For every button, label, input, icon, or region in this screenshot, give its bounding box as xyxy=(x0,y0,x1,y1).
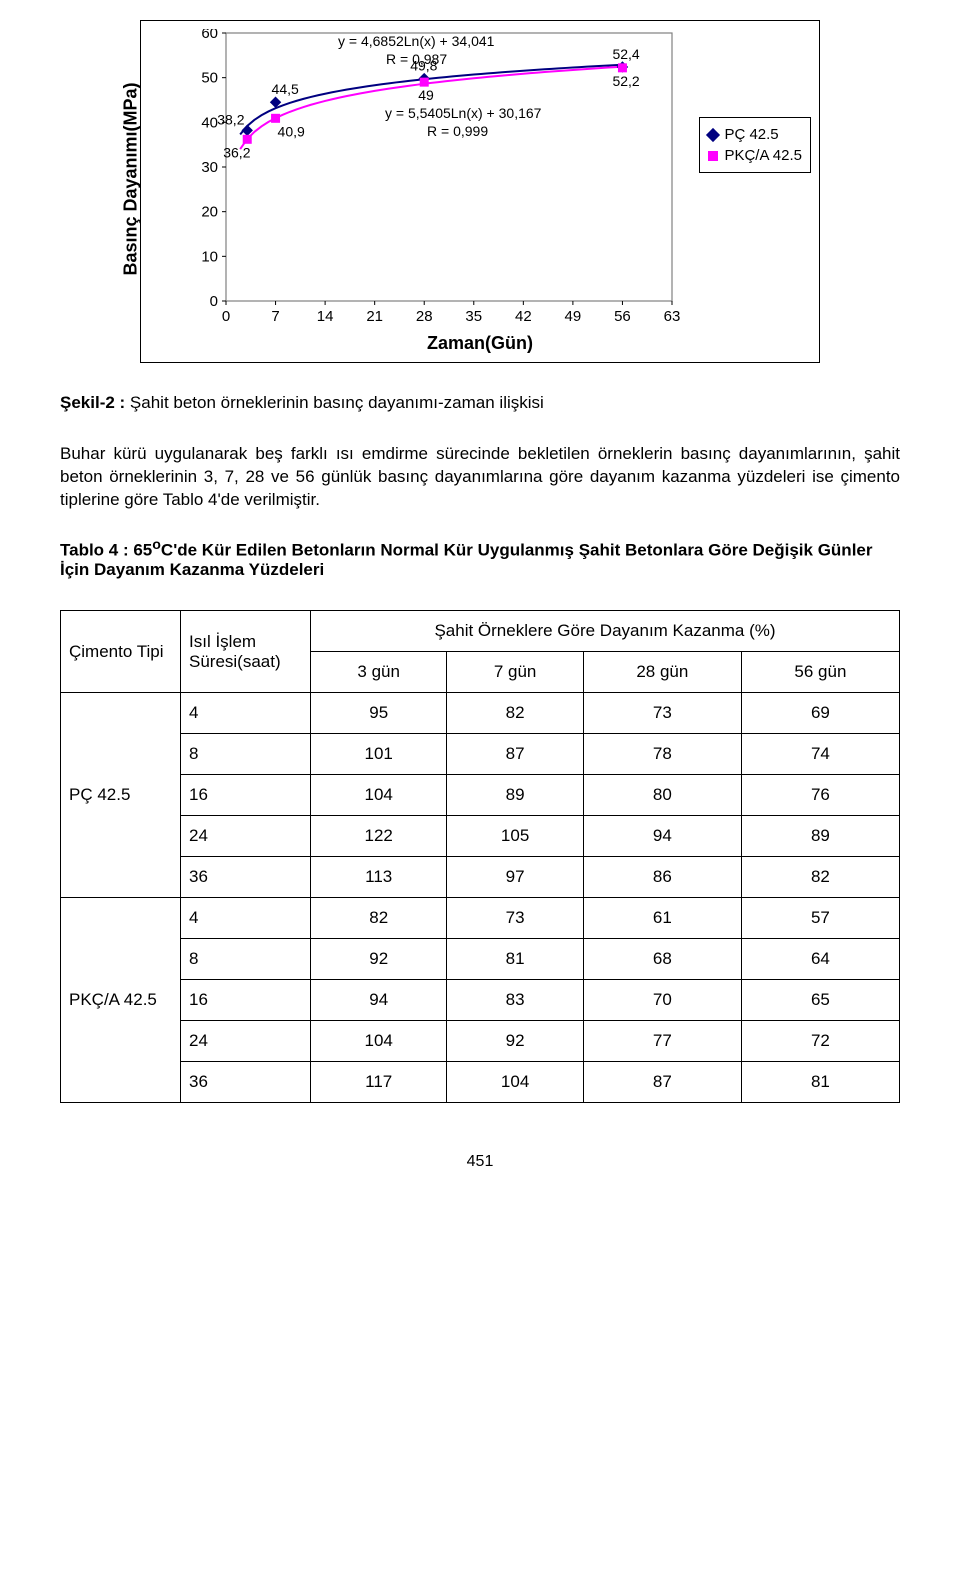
table-row: PKÇ/A 42.5482736157 xyxy=(61,898,900,939)
chart-legend: PÇ 42.5 PKÇ/A 42.5 xyxy=(699,117,811,173)
legend-label: PÇ 42.5 xyxy=(724,124,778,145)
chart-plot: Basınç Dayanımı(MPa) 0102030405060071421… xyxy=(153,29,807,329)
svg-text:52,2: 52,2 xyxy=(612,73,639,89)
svg-text:28: 28 xyxy=(416,308,433,325)
table-row: 8101877874 xyxy=(61,734,900,775)
svg-text:0: 0 xyxy=(222,308,230,325)
svg-text:7: 7 xyxy=(271,308,279,325)
svg-text:21: 21 xyxy=(366,308,383,325)
svg-text:63: 63 xyxy=(664,308,681,325)
table-row: 241221059489 xyxy=(61,816,900,857)
table-row: 36113978682 xyxy=(61,857,900,898)
svg-text:52,4: 52,4 xyxy=(612,46,639,62)
page-number: 451 xyxy=(60,1153,900,1171)
table-caption: Tablo 4 : 65oC'de Kür Edilen Betonların … xyxy=(60,537,900,581)
table-row: 1694837065 xyxy=(61,980,900,1021)
table-caption-prefix: Tablo 4 : 65 xyxy=(60,540,152,559)
table-row: PÇ 42.5495827369 xyxy=(61,693,900,734)
svg-text:49: 49 xyxy=(418,87,434,103)
data-table: Çimento TipiIsıl İşlem Süresi(saat)Şahit… xyxy=(60,610,900,1103)
svg-text:49: 49 xyxy=(565,308,582,325)
table-caption-rest: C'de Kür Edilen Betonların Normal Kür Uy… xyxy=(60,540,873,579)
figure-caption: Şekil-2 : Şahit beton örneklerinin basın… xyxy=(60,393,900,413)
svg-text:56: 56 xyxy=(614,308,631,325)
fit-r-2: R = 0,999 xyxy=(427,123,488,139)
svg-text:44,5: 44,5 xyxy=(272,81,299,97)
svg-text:0: 0 xyxy=(210,293,218,310)
figure-caption-text: Şahit beton örneklerinin basınç dayanımı… xyxy=(125,393,544,412)
svg-text:50: 50 xyxy=(201,70,218,87)
table-caption-sup: o xyxy=(152,537,161,553)
paragraph: Buhar kürü uygulanarak beş farklı ısı em… xyxy=(60,443,900,512)
legend-item-pkc: PKÇ/A 42.5 xyxy=(708,145,802,166)
svg-text:60: 60 xyxy=(201,29,218,42)
chart-svg: 0 10 20 30 40 50 60 0 7 14 21 28 35 42 49 56 63 38,2 44,5 4… xyxy=(153,29,807,329)
table-row: 24104927772 xyxy=(61,1021,900,1062)
svg-text:35: 35 xyxy=(465,308,482,325)
svg-text:36,2: 36,2 xyxy=(223,144,250,160)
svg-text:30: 30 xyxy=(201,159,218,176)
svg-text:20: 20 xyxy=(201,204,218,221)
legend-item-pc: PÇ 42.5 xyxy=(708,124,802,145)
figure-caption-prefix: Şekil-2 : xyxy=(60,393,125,412)
fit-eq-1: y = 4,6852Ln(x) + 34,041 xyxy=(338,33,494,49)
y-axis-label: Basınç Dayanımı(MPa) xyxy=(121,82,142,275)
svg-text:40: 40 xyxy=(201,114,218,131)
table-row: 361171048781 xyxy=(61,1062,900,1103)
x-axis-label: Zaman(Gün) xyxy=(153,333,807,354)
legend-label: PKÇ/A 42.5 xyxy=(724,145,802,166)
fit-r-1: R = 0,987 xyxy=(386,51,447,67)
svg-text:42: 42 xyxy=(515,308,532,325)
svg-text:40,9: 40,9 xyxy=(278,123,305,139)
fit-eq-2: y = 5,5405Ln(x) + 30,167 xyxy=(385,105,541,121)
svg-text:38,2: 38,2 xyxy=(217,111,244,127)
square-icon xyxy=(708,151,718,161)
svg-text:10: 10 xyxy=(201,248,218,265)
table-row: 16104898076 xyxy=(61,775,900,816)
svg-text:14: 14 xyxy=(317,308,334,325)
table-row: 892816864 xyxy=(61,939,900,980)
chart-container: Basınç Dayanımı(MPa) 0102030405060071421… xyxy=(140,20,820,363)
diamond-icon xyxy=(706,127,720,141)
